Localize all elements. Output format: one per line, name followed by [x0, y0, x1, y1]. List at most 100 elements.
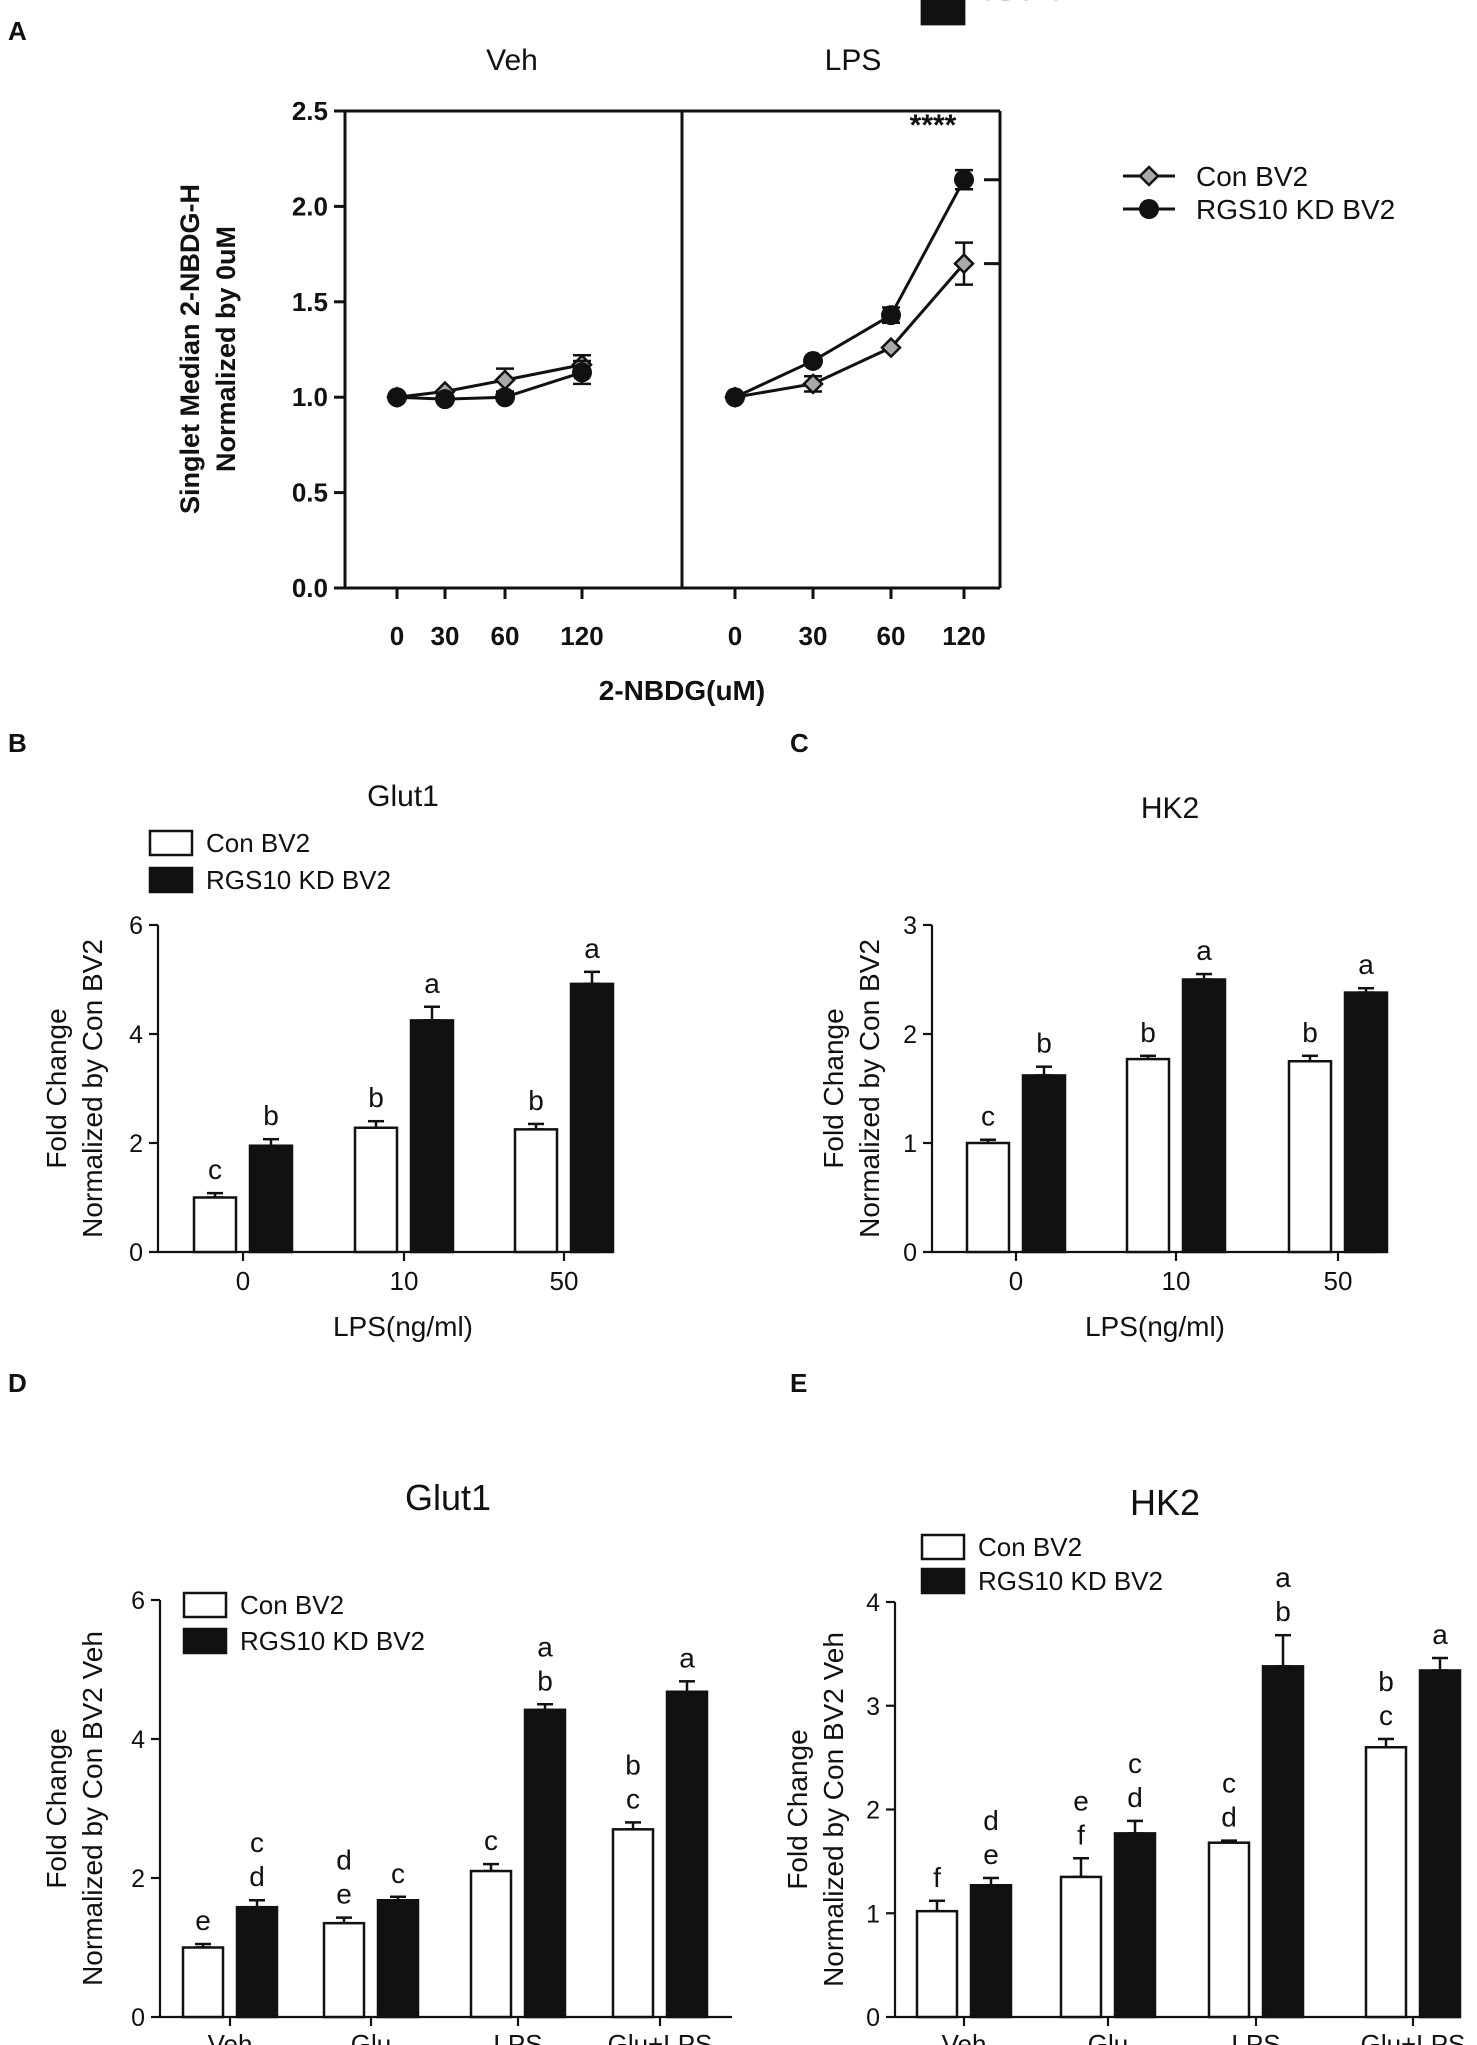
data-point-rgs10-kd-bv2: [435, 389, 455, 410]
y-axis-title-line2: Normalized by Con BV2 Veh: [818, 1632, 849, 1987]
data-point-rgs10-kd-bv2: [495, 387, 515, 408]
significance-letter: b: [1140, 1017, 1156, 1048]
significance-letter: b: [537, 1665, 553, 1696]
panel-label-b: B: [8, 728, 27, 758]
legend-swatch-con-bv2: [148, 829, 194, 857]
series-line-con-bv2-veh: [396, 363, 583, 399]
x-tick-label: 50: [1324, 1266, 1353, 1296]
chart-b: Glut1 Con BV2 RGS10 KD BV2 0 2 4 6 Fold Change N…: [41, 780, 615, 1342]
y-tick-label: 4: [866, 1589, 880, 1617]
legend-swatch-rgs10-kd-bv2: [920, 1567, 966, 1595]
bar-rgs10-kd-bv2: [1418, 1669, 1462, 2019]
significance-letter: d: [983, 1805, 999, 1836]
x-tick-label: 0: [236, 1266, 250, 1296]
y-tick-label: 0: [866, 2004, 880, 2032]
x-tick-label: 30: [799, 621, 828, 651]
significance-letter: a: [1275, 1562, 1291, 1593]
legend-swatch-con-bv2: [182, 1591, 228, 1619]
bar-con-bv2: [192, 1196, 238, 1254]
significance-letter: d: [1127, 1782, 1143, 1813]
x-tick-label: LPS: [1231, 2029, 1280, 2045]
significance-letter: c: [208, 1154, 222, 1185]
data-point-con-bv2: [494, 369, 516, 391]
y-tick-label: 0: [129, 1239, 143, 1267]
x-tick-label: 30: [431, 621, 460, 651]
bar-con-bv2: [513, 1128, 559, 1254]
y-tick-label: 2: [866, 1797, 880, 1825]
significance-letter: a: [1196, 935, 1212, 966]
x-tick-label: 0: [390, 621, 404, 651]
y-axis-title-line1: Fold Change: [41, 1728, 72, 1888]
bar-rgs10-kd-bv2: [969, 1883, 1013, 2019]
bar-con-bv2: [181, 1946, 225, 2019]
bar-rgs10-kd-bv2: [235, 1905, 279, 2019]
bar-rgs10-kd-bv2: [248, 1144, 294, 1254]
legend-label-rgs10-kd-bv2: RGS10 KD BV2: [206, 865, 391, 895]
y-axis-title-line2: Normalized by 0uM: [211, 226, 241, 472]
data-point-rgs10-kd-bv2: [572, 362, 592, 383]
y-tick-label: 1.5: [292, 287, 328, 317]
data-point-rgs10-kd-bv2: [387, 387, 407, 408]
significance-letter: d: [1221, 1802, 1237, 1833]
x-tick-label: 120: [560, 621, 603, 651]
facet-title-veh: Veh: [486, 44, 538, 77]
y-axis-title-line1: Fold Change: [41, 1008, 72, 1168]
significance-letter: d: [249, 1861, 265, 1892]
legend-label-rgs10-kd-bv2: RGS10 KD BV2: [240, 1626, 425, 1656]
chart-title: HK2: [1141, 792, 1199, 825]
bar-rgs10-kd-bv2: [376, 1898, 420, 2019]
legend-swatch-rgs10-kd-bv2: [182, 1627, 228, 1655]
x-tick-label: Veh: [942, 2029, 987, 2045]
data-point-rgs10-kd-bv2: [803, 350, 823, 371]
x-axis-title: LPS(ng/ml): [1085, 1311, 1225, 1342]
significance-letter: b: [263, 1100, 279, 1131]
significance-letter: b: [528, 1085, 544, 1116]
legend-label-con-bv2: Con BV2: [206, 828, 310, 858]
x-tick-label: Glu+LPS: [1361, 2029, 1466, 2045]
x-tick-label: 120: [942, 621, 985, 651]
significance-letter: c: [250, 1827, 264, 1858]
bar-rgs10-kd-bv2: [1021, 1074, 1067, 1254]
significance-letter: c: [484, 1825, 498, 1856]
bar-con-bv2: [611, 1828, 655, 2019]
y-tick-label: 0.5: [292, 478, 328, 508]
legend-swatch-rgs10-kd-bv2: [920, 0, 966, 26]
x-tick-label: Veh: [208, 2029, 253, 2045]
chart-title: Glut1: [367, 780, 439, 813]
significance-letter: a: [1358, 949, 1374, 980]
y-tick-label: 3: [903, 912, 917, 940]
significance-letter: c: [391, 1858, 405, 1889]
y-axis-title-line2: Normalized by Con BV2: [854, 939, 885, 1238]
bar-rgs10-kd-bv2: [1343, 991, 1389, 1254]
significance-letter: b: [368, 1082, 384, 1113]
data-point-con-bv2: [802, 373, 824, 395]
x-tick-label: 60: [491, 621, 520, 651]
significance-letter: e: [336, 1879, 352, 1910]
bar-con-bv2: [1287, 1060, 1333, 1254]
significance-letter: f: [933, 1862, 941, 1893]
y-axis-title-line1: Fold Change: [782, 1729, 813, 1889]
y-tick-label: 2: [131, 1865, 145, 1893]
significance-letter: f: [1077, 1819, 1085, 1850]
legend-swatch-rgs10-kd-bv2: [148, 866, 194, 894]
significance-letter: a: [679, 1642, 695, 1673]
significance-letter: a: [537, 1631, 553, 1662]
y-axis-title-line2: Normalized by Con BV2: [77, 939, 108, 1238]
legend-marker-rgs10-kd-bv2: [1139, 199, 1159, 219]
legend-label-rgs10-kd-bv2: RGS10 KD BV2: [978, 1566, 1163, 1596]
significance-letter: e: [1073, 1785, 1089, 1816]
y-tick-label: 0.0: [292, 573, 328, 603]
y-tick-label: 3: [866, 1693, 880, 1721]
facet-title-lps: LPS: [825, 44, 882, 77]
data-point-rgs10-kd-bv2: [725, 387, 745, 408]
legend-label-con-bv2: Con BV2: [240, 1590, 344, 1620]
y-tick-label: 6: [131, 1587, 145, 1615]
y-tick-label: 0: [903, 1239, 917, 1267]
chart-title: Glut1: [405, 1477, 491, 1518]
y-axis-title-line1: Singlet Median 2-NBDG-H: [175, 184, 205, 514]
y-tick-label: 4: [129, 1021, 143, 1049]
significance-letter: b: [1378, 1666, 1394, 1697]
x-axis-title: 2-NBDG(uM): [599, 675, 765, 706]
